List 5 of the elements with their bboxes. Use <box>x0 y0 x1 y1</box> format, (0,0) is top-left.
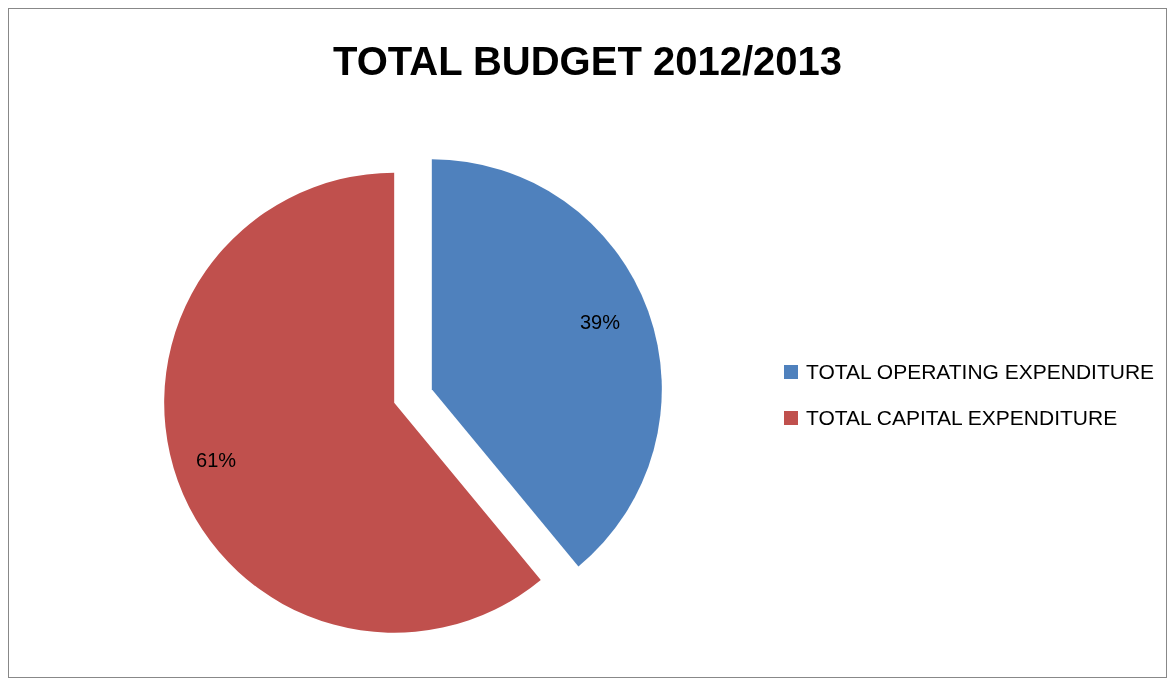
data-label: 39% <box>579 310 621 333</box>
legend-label: TOTAL OPERATING EXPENDITURE <box>806 360 1155 384</box>
legend-label: TOTAL CAPITAL EXPENDITURE <box>806 406 1118 430</box>
chart-title: TOTAL BUDGET 2012/2013 <box>331 39 844 84</box>
data-label: 61% <box>196 449 237 472</box>
